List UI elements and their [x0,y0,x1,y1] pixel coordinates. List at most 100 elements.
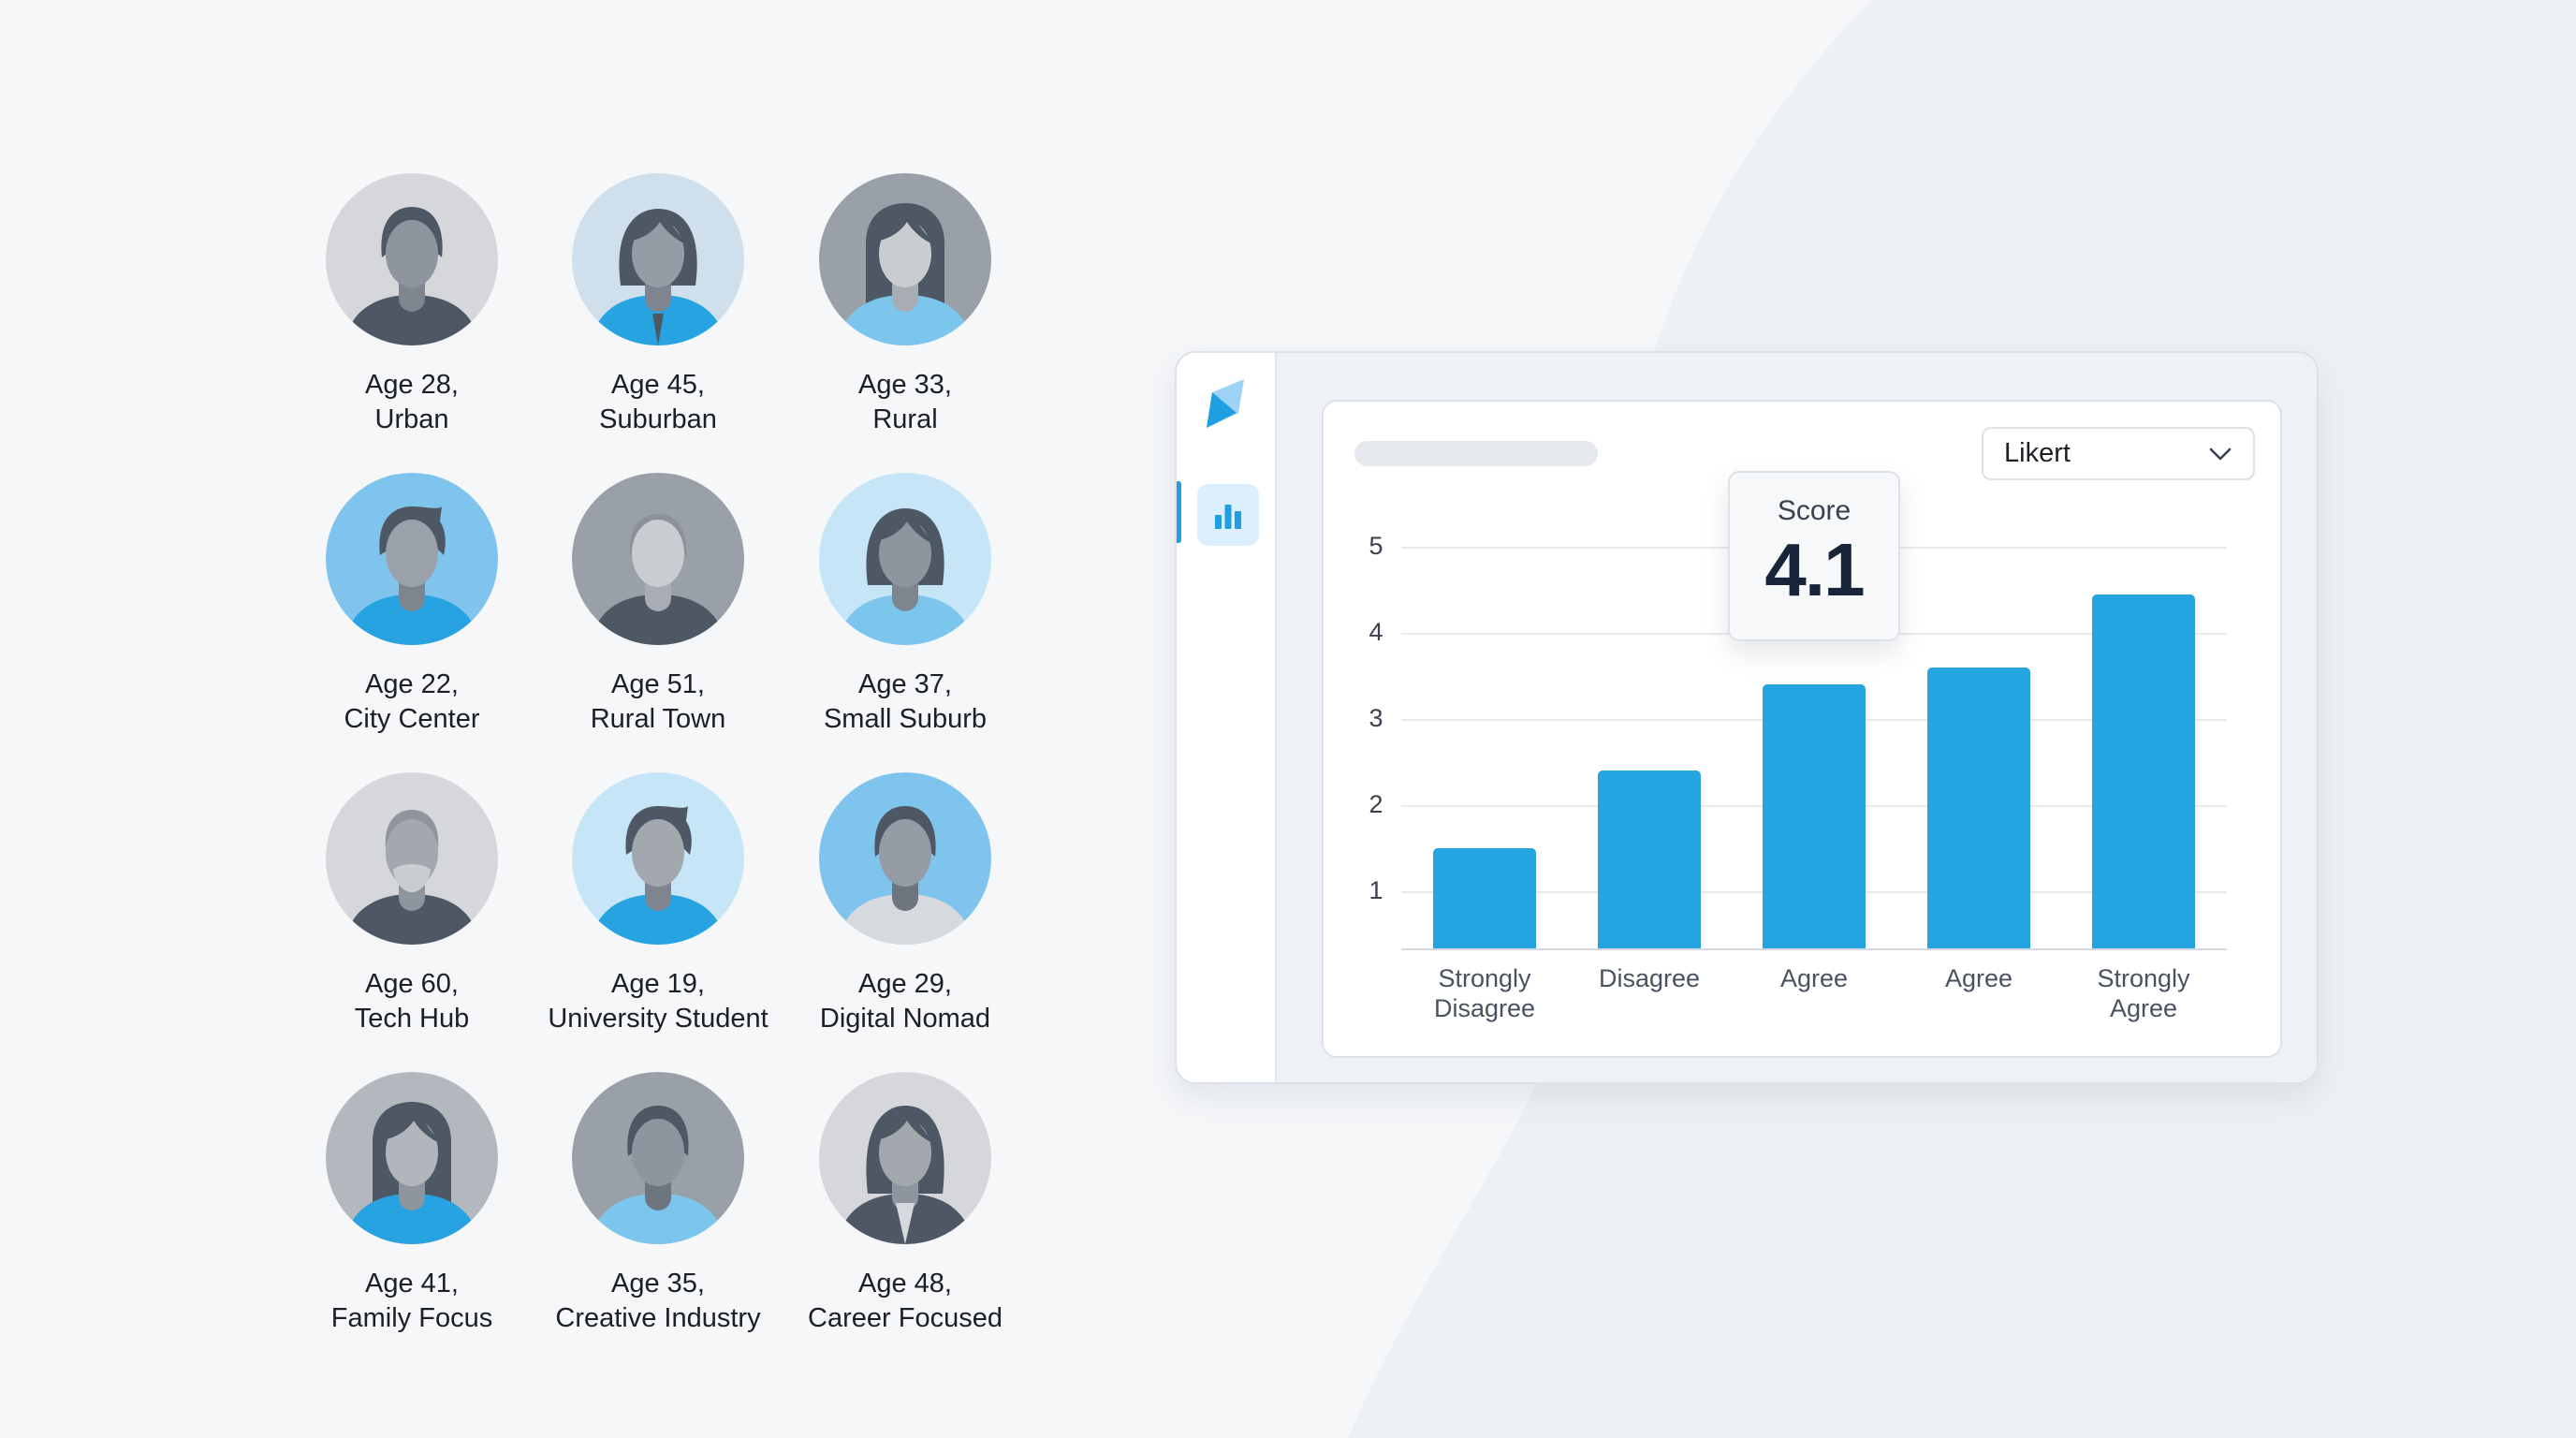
persona-age: Age 35, [611,1269,705,1299]
avatar [326,772,498,945]
x-axis-category-label: Disagree [1560,963,1738,993]
score-label: Score [1777,495,1852,526]
chart-card: Likert 1 2 3 4 5 Strongly Disagree Disagree Agre… [1322,400,2282,1058]
bar[interactable] [2092,594,2195,948]
persona-card[interactable]: Age 45, Suburban [518,173,798,437]
avatar [572,473,744,645]
persona-age: Age 33, [858,370,952,400]
bar[interactable] [1433,848,1536,948]
bar[interactable] [1927,667,2030,948]
avatar [819,473,991,645]
persona-label: Age 22, City Center [271,668,552,737]
persona-location: City Center [344,704,480,734]
person-silhouette-icon [326,473,498,645]
chevron-down-icon [2209,448,2232,460]
x-axis-category-label: Agree [1890,963,2068,993]
y-axis-tick-label: 2 [1368,790,1383,818]
bar[interactable] [1598,770,1701,948]
persona-label: Age 33, Rural [765,368,1046,437]
title-placeholder [1354,441,1598,466]
persona-location: Family Focus [330,1303,493,1333]
avatar [326,173,498,345]
y-axis-tick-label: 5 [1368,532,1383,560]
persona-location: Career Focused [808,1303,1003,1333]
persona-age: Age 48, [858,1269,952,1299]
persona-card[interactable]: Age 19, University Student [518,772,798,1036]
sidebar [1177,353,1277,1082]
persona-location: Creative Industry [555,1303,761,1333]
leaf-logo-icon[interactable] [1205,379,1251,428]
persona-card[interactable]: Age 28, Urban [271,173,552,437]
x-axis-label-line: Disagree [1598,964,1701,992]
person-silhouette-icon [326,772,498,945]
x-axis-category-label: Agree [1725,963,1903,993]
persona-label: Age 37, Small Suburb [765,668,1046,737]
persona-age: Age 41, [365,1269,459,1299]
persona-card[interactable]: Age 29, Digital Nomad [765,772,1046,1036]
persona-location: Suburban [599,404,717,434]
persona-card[interactable]: Age 48, Career Focused [765,1072,1046,1336]
avatar [819,772,991,945]
x-axis-label-line: Strongly [1438,964,1531,992]
persona-card[interactable]: Age 33, Rural [765,173,1046,437]
persona-card[interactable]: Age 60, Tech Hub [271,772,552,1036]
person-silhouette-icon [819,1072,991,1244]
persona-label: Age 28, Urban [271,368,552,437]
avatar [819,1072,991,1244]
persona-label: Age 60, Tech Hub [271,967,552,1036]
persona-age: Age 22, [365,669,459,699]
person-silhouette-icon [326,1072,498,1244]
persona-location: Tech Hub [354,1004,470,1034]
avatar [326,1072,498,1244]
x-axis-label-line: Agree [1779,964,1849,992]
persona-age: Age 37, [858,669,952,699]
persona-age: Age 19, [611,969,705,999]
persona-age: Age 51, [611,669,705,699]
person-silhouette-icon [819,772,991,945]
avatar [572,1072,744,1244]
score-value: 4.1 [1764,528,1865,611]
active-nav-indicator [1177,481,1181,543]
person-silhouette-icon [326,173,498,345]
persona-location: Digital Nomad [819,1004,991,1034]
persona-card[interactable]: Age 41, Family Focus [271,1072,552,1336]
person-silhouette-icon [572,772,744,945]
avatar [572,772,744,945]
persona-card[interactable]: Age 37, Small Suburb [765,473,1046,737]
persona-label: Age 48, Career Focused [765,1267,1046,1336]
persona-location: Urban [374,404,449,434]
persona-age: Age 45, [611,370,705,400]
persona-location: University Student [548,1004,768,1034]
avatar [326,473,498,645]
persona-card[interactable]: Age 51, Rural Town [518,473,798,737]
scale-type-dropdown[interactable]: Likert [1982,427,2255,480]
persona-label: Age 45, Suburban [518,368,798,437]
x-axis-label-line: Disagree [1433,994,1536,1022]
bar-chart-icon [1215,505,1241,529]
persona-card[interactable]: Age 22, City Center [271,473,552,737]
x-axis-category-label: Strongly Disagree [1396,963,1573,1023]
persona-card[interactable]: Age 35, Creative Industry [518,1072,798,1336]
person-silhouette-icon [572,1072,744,1244]
person-silhouette-icon [819,173,991,345]
persona-label: Age 35, Creative Industry [518,1267,798,1336]
x-axis-category-label: Strongly Agree [2055,963,2232,1023]
persona-location: Rural [872,404,938,434]
dropdown-value: Likert [2004,438,2071,468]
persona-location: Small Suburb [823,704,988,734]
person-silhouette-icon [572,473,744,645]
avatar [572,173,744,345]
avatar [819,173,991,345]
dashboard-window: Likert 1 2 3 4 5 Strongly Disagree Disagree Agre… [1175,351,2319,1084]
persona-age: Age 60, [365,969,459,999]
persona-label: Age 29, Digital Nomad [765,967,1046,1036]
x-axis-line [1401,948,2227,950]
persona-age: Age 29, [858,969,952,999]
persona-label: Age 51, Rural Town [518,668,798,737]
x-axis-label-line: Agree [2109,994,2178,1022]
bar[interactable] [1763,684,1866,948]
sidebar-item-charts[interactable] [1197,484,1259,546]
y-axis-tick-label: 1 [1368,876,1383,904]
persona-label: Age 41, Family Focus [271,1267,552,1336]
persona-label: Age 19, University Student [518,967,798,1036]
